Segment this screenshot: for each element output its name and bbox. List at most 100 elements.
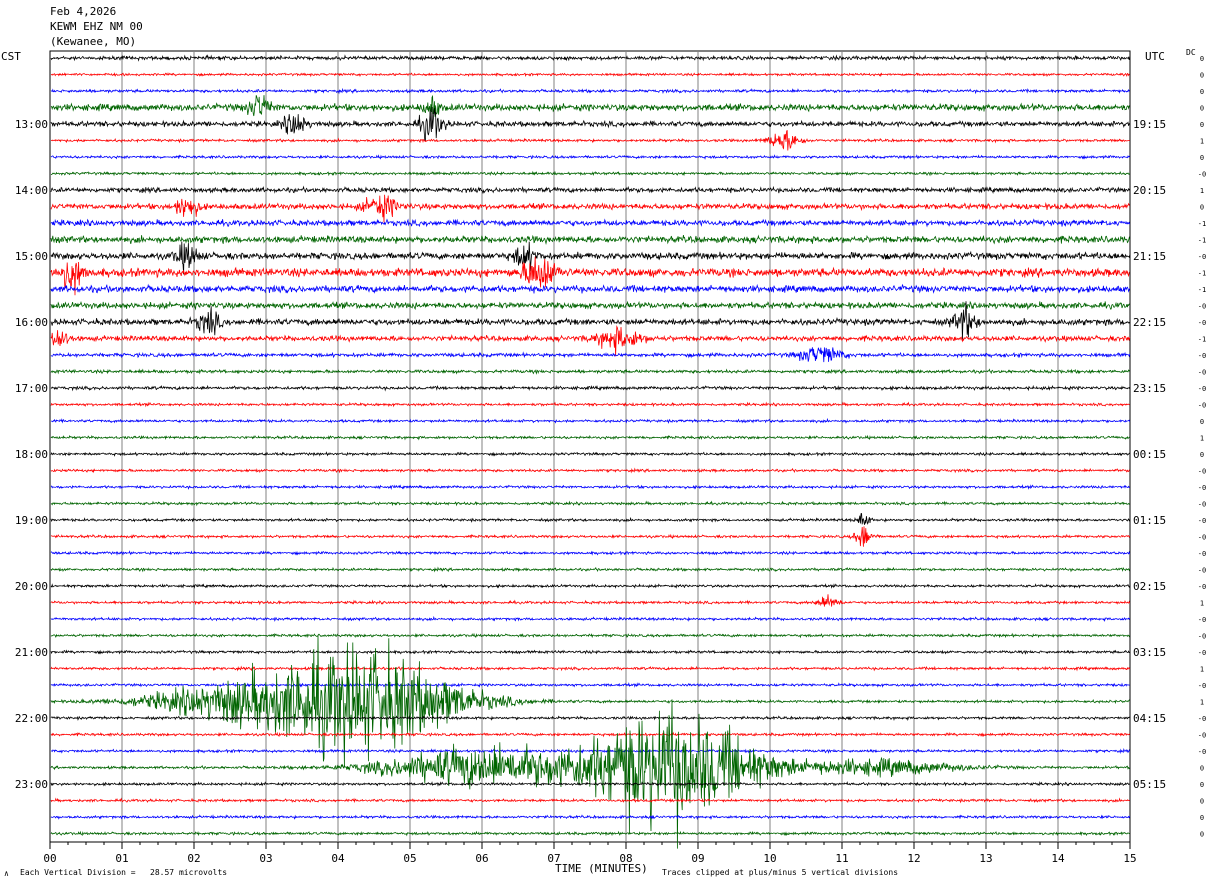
trace-line	[50, 699, 1131, 849]
seismic-traces: 0 0 0 0 0 1 0 -0 1 0 -1 -1 -0 -1 -1 -0 -0 -1 -0 -0 -0 -0 0 1 0 -0…	[50, 54, 1206, 849]
trace-line	[50, 649, 1130, 655]
dc-offset: -0	[1198, 501, 1206, 509]
trace-line	[51, 417, 1131, 424]
dc-offset: -1	[1198, 286, 1206, 294]
left-timezone-label: CST	[1, 50, 21, 63]
header-date: Feb 4,2026	[50, 5, 117, 18]
dc-offset: -0	[1198, 468, 1206, 476]
trace-line	[50, 615, 1131, 623]
x-axis-title: TIME (MINUTES)	[555, 862, 648, 875]
x-tick-label: 00	[43, 852, 56, 865]
cst-hour-label: 17:00	[15, 382, 48, 395]
trace-line	[50, 781, 1131, 787]
dc-offset: 1	[1200, 187, 1204, 195]
header-location: (Kewanee, MO)	[50, 35, 137, 48]
trace-line	[50, 467, 1131, 474]
trace-line	[50, 218, 1131, 228]
dc-offset: 0	[1200, 105, 1204, 113]
trace-line	[51, 748, 1131, 755]
trace-line	[50, 451, 1130, 457]
utc-hour-label: 23:15	[1133, 382, 1166, 395]
trace-line	[50, 368, 1131, 375]
cst-hour-label: 15:00	[15, 250, 48, 263]
header-station: KEWM EHZ NM 00	[50, 20, 143, 33]
cst-hour-label: 19:00	[15, 514, 48, 527]
utc-hour-label: 21:15	[1133, 250, 1166, 263]
x-tick-label: 03	[259, 852, 272, 865]
dc-offset: 0	[1200, 204, 1204, 212]
cst-hour-label: 22:00	[15, 712, 48, 725]
trace-line	[50, 300, 1131, 311]
grid-lines	[49, 50, 1131, 843]
trace-line	[50, 594, 1131, 607]
x-tick-label: 14	[1051, 852, 1065, 865]
trace-line	[50, 325, 1131, 357]
trace-line	[50, 550, 1131, 556]
x-tick-label: 13	[979, 852, 992, 865]
trace-line	[50, 714, 1131, 722]
trace-line	[50, 87, 1131, 95]
dc-offset: -0	[1198, 303, 1206, 311]
utc-hour-label: 00:15	[1133, 448, 1166, 461]
dc-offset: 1	[1200, 666, 1204, 674]
utc-hour-label: 03:15	[1133, 646, 1166, 659]
x-tick-label: 02	[187, 852, 200, 865]
x-tick-label: 01	[115, 852, 128, 865]
trace-line	[50, 170, 1131, 177]
trace-line	[50, 797, 1131, 804]
dc-offset: -1	[1198, 270, 1206, 278]
cst-hour-label: 14:00	[15, 184, 48, 197]
dc-offset: -0	[1198, 319, 1206, 327]
cst-hour-label: 13:00	[15, 118, 48, 131]
cst-hour-label: 23:00	[15, 778, 48, 791]
dc-offset: 0	[1200, 451, 1204, 459]
dc-offset: -0	[1198, 732, 1206, 740]
dc-offset: 0	[1200, 121, 1204, 129]
trace-line	[50, 566, 1131, 573]
trace-line	[50, 401, 1130, 408]
trace-line	[50, 154, 1131, 160]
dc-offset: -0	[1198, 567, 1206, 575]
dc-offset: -0	[1198, 385, 1206, 393]
dc-offset: -0	[1198, 171, 1206, 179]
utc-hour-label: 05:15	[1133, 778, 1166, 791]
dc-offset: -0	[1198, 748, 1206, 756]
dc-label: DC	[1186, 48, 1196, 57]
x-tick-label: 09	[691, 852, 704, 865]
dc-offset: -0	[1198, 649, 1206, 657]
trace-line	[50, 384, 1131, 392]
amplitude-scale-note: Each Vertical Division = 28.57 microvolt…	[20, 868, 228, 877]
trace-line	[50, 583, 1131, 589]
trace-line	[50, 241, 1131, 275]
trace-line	[50, 434, 1130, 441]
x-tick-label: 15	[1123, 852, 1136, 865]
cst-hour-label: 21:00	[15, 646, 48, 659]
dc-offset: -1	[1198, 237, 1206, 245]
x-tick-label: 07	[547, 852, 560, 865]
trace-line	[50, 194, 1131, 223]
dc-offset: -0	[1198, 633, 1206, 641]
dc-offset: -0	[1198, 583, 1206, 591]
trace-line	[50, 830, 1131, 837]
dc-offset: 1	[1200, 600, 1204, 608]
dc-offset: -0	[1198, 517, 1206, 525]
x-tick-label: 05	[403, 852, 416, 865]
dc-offset: 0	[1200, 831, 1204, 839]
dc-offset: 0	[1200, 781, 1204, 789]
time-axis: 00 01 02 03 04 05 06 07 08 09 10 11 12 13 14 15	[43, 842, 1137, 865]
dc-offset: -0	[1198, 616, 1206, 624]
trace-line	[50, 283, 1131, 294]
dc-offset: -0	[1198, 682, 1206, 690]
utc-hour-label: 20:15	[1133, 184, 1166, 197]
trace-line	[50, 130, 1130, 151]
x-tick-label: 11	[835, 852, 848, 865]
trace-line	[50, 106, 1130, 141]
dc-offset: -0	[1198, 550, 1206, 558]
cst-hour-label: 16:00	[15, 316, 48, 329]
utc-hour-label: 01:15	[1133, 514, 1166, 527]
trace-line	[50, 484, 1131, 490]
x-tick-label: 06	[475, 852, 488, 865]
dc-offset: -0	[1198, 534, 1206, 542]
dc-offset: 1	[1200, 699, 1204, 707]
dc-offset: -0	[1198, 484, 1206, 492]
